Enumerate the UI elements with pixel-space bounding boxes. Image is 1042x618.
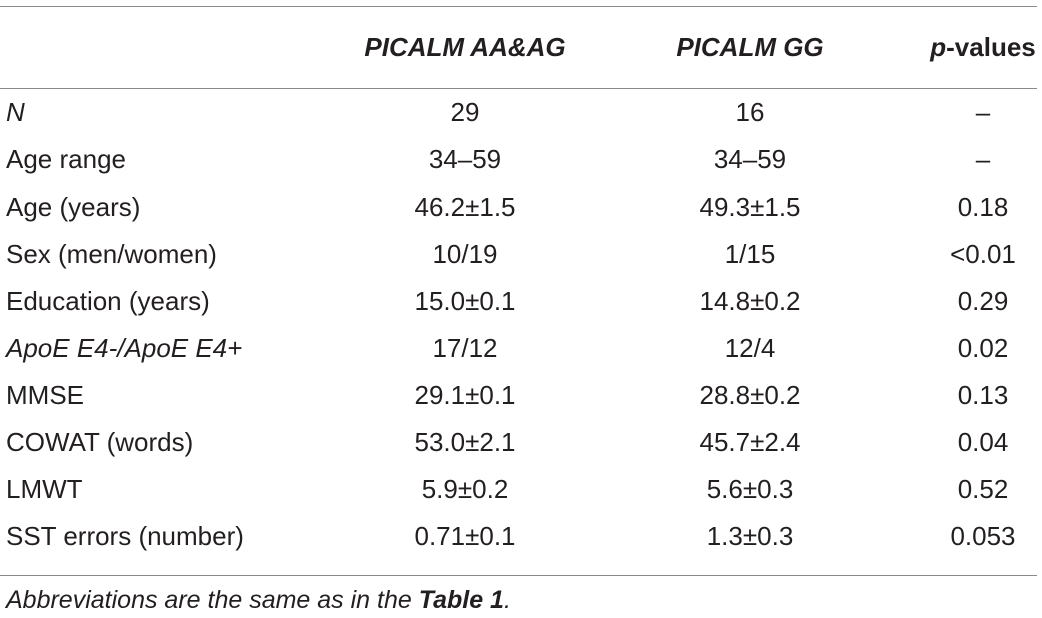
cell-p-value: – — [975, 97, 991, 127]
row-label: COWAT (words) — [6, 427, 194, 457]
row-label: Sex (men/women) — [6, 239, 217, 269]
row-label: Age (years) — [6, 192, 141, 222]
cell-p-value: 0.18 — [957, 192, 1009, 222]
footnote-period: . — [503, 586, 511, 614]
cell-p-value: 0.52 — [957, 474, 1009, 504]
table-row: SST errors (number) 0.71±0.1 1.3±0.3 0.0… — [0, 513, 1037, 560]
cell-gg: 12/4 — [724, 333, 776, 363]
header-picalm-aa-ag: PICALM AA&AG — [364, 32, 566, 62]
cell-p-value: 0.29 — [957, 286, 1009, 316]
table-header-row: PICALM AA&AG PICALM GG p-values — [0, 24, 1037, 71]
footnote-table-reference[interactable]: Table 1 — [418, 586, 504, 614]
table-row: N 29 16 – — [0, 89, 1037, 136]
table-row: Age range 34–59 34–59 – — [0, 136, 1037, 183]
cell-p-value: 0.053 — [950, 521, 1016, 551]
table-footnote: Abbreviations are the same as in the Tab… — [6, 582, 511, 618]
header-p-values: p-values — [900, 24, 1042, 71]
table-row: Sex (men/women) 10/19 1/15 <0.01 — [0, 231, 1037, 278]
footnote-text: Abbreviations are the same as in the — [6, 586, 419, 614]
cell-p-value: 0.13 — [957, 380, 1009, 410]
cell-aa-ag: 5.9±0.2 — [421, 474, 509, 504]
cell-aa-ag: 46.2±1.5 — [414, 192, 516, 222]
header-picalm-gg: PICALM GG — [676, 32, 824, 62]
table-row: MMSE 29.1±0.1 28.8±0.2 0.13 — [0, 372, 1037, 419]
cell-gg: 16 — [735, 97, 765, 127]
cell-p-value: 0.02 — [957, 333, 1009, 363]
table-bottom-rule — [0, 575, 1037, 576]
cell-gg: 1/15 — [724, 239, 776, 269]
table-top-rule — [0, 6, 1037, 7]
cell-gg: 34–59 — [713, 144, 787, 174]
cell-gg: 45.7±2.4 — [699, 427, 801, 457]
cell-p-value: 0.04 — [957, 427, 1009, 457]
table-row: Age (years) 46.2±1.5 49.3±1.5 0.18 — [0, 184, 1037, 231]
cell-aa-ag: 17/12 — [432, 333, 498, 363]
cell-p-value: – — [975, 144, 991, 174]
cell-aa-ag: 15.0±0.1 — [414, 286, 516, 316]
cell-gg: 49.3±1.5 — [699, 192, 801, 222]
table-row: ApoE E4-/ApoE E4+ 17/12 12/4 0.02 — [0, 325, 1037, 372]
header-values-suffix: -values — [946, 32, 1036, 62]
row-label: N — [6, 97, 25, 127]
table-row: LMWT 5.9±0.2 5.6±0.3 0.52 — [0, 466, 1037, 513]
row-label: LMWT — [6, 474, 83, 504]
cell-aa-ag: 34–59 — [428, 144, 502, 174]
cell-aa-ag: 29 — [450, 97, 480, 127]
row-label: Age range — [6, 144, 126, 174]
row-label: MMSE — [6, 380, 84, 410]
row-label: ApoE E4-/ApoE E4+ — [6, 333, 243, 363]
cell-p-value: <0.01 — [950, 239, 1016, 269]
cell-gg: 5.6±0.3 — [706, 474, 794, 504]
cell-aa-ag: 29.1±0.1 — [414, 380, 516, 410]
table-header-rule — [0, 88, 1037, 89]
table-row: COWAT (words) 53.0±2.1 45.7±2.4 0.04 — [0, 419, 1037, 466]
table-row: Education (years) 15.0±0.1 14.8±0.2 0.29 — [0, 278, 1037, 325]
cell-gg: 14.8±0.2 — [699, 286, 801, 316]
row-label: Education (years) — [6, 286, 210, 316]
header-p-letter: p — [930, 32, 947, 62]
row-label: SST errors (number) — [6, 521, 244, 551]
cell-aa-ag: 10/19 — [432, 239, 498, 269]
cell-gg: 28.8±0.2 — [699, 380, 801, 410]
cell-gg: 1.3±0.3 — [706, 521, 794, 551]
cell-aa-ag: 53.0±2.1 — [414, 427, 516, 457]
cell-aa-ag: 0.71±0.1 — [414, 521, 516, 551]
